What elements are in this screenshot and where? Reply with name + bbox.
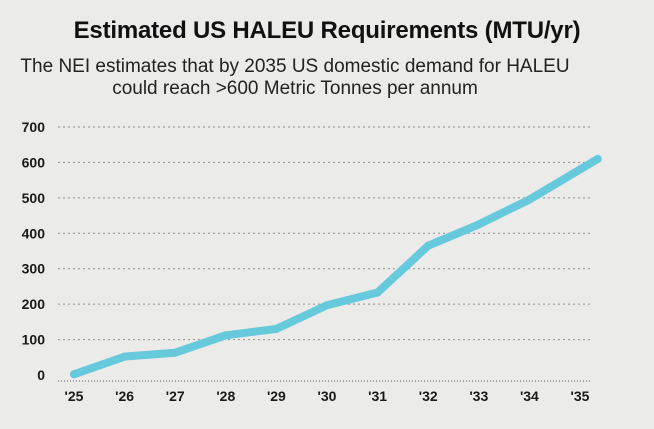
data-point [70, 370, 78, 379]
y-tick-label: 600 [22, 154, 46, 170]
data-point [221, 331, 230, 340]
y-axis-ticks: 0 100 200 300 400 500 600 700 [22, 119, 46, 383]
data-point [373, 288, 382, 297]
data-point [474, 220, 483, 229]
y-tick-label: 200 [22, 296, 46, 312]
data-point [323, 301, 331, 310]
data-point [593, 154, 602, 163]
series-line-0 [70, 154, 602, 379]
x-tick-label: '32 [419, 388, 438, 404]
data-point [171, 348, 180, 357]
series-group [70, 154, 602, 379]
x-tick-label: '29 [267, 388, 286, 404]
y-tick-label: 0 [37, 367, 45, 383]
y-tick-label: 400 [22, 225, 46, 241]
data-point [272, 324, 281, 333]
data-point [424, 241, 433, 250]
x-tick-label: '35 [571, 388, 590, 404]
data-point [525, 195, 534, 204]
chart-subtitle: The NEI estimates that by 2035 US domest… [20, 56, 570, 99]
y-tick-label: 100 [22, 332, 46, 348]
x-tick-label: '30 [318, 388, 337, 404]
data-point [120, 352, 129, 361]
x-tick-label: '25 [65, 388, 84, 404]
y-tick-label: 500 [22, 190, 46, 206]
y-tick-label: 300 [22, 261, 46, 277]
x-tick-label: '26 [115, 388, 134, 404]
chart-title: Estimated US HALEU Requirements (MTU/yr) [73, 17, 581, 44]
x-tick-label: '28 [216, 388, 235, 404]
x-tick-label: '27 [166, 388, 185, 404]
x-axis-ticks: '25 '26 '27 '28 '29 '30 '31 '32 '33 '34 '35 [65, 388, 590, 404]
x-tick-label: '31 [368, 388, 387, 404]
y-tick-label: 700 [22, 119, 46, 135]
grid-lines [58, 126, 592, 382]
x-tick-label: '33 [469, 388, 488, 404]
x-tick-label: '34 [520, 388, 539, 404]
